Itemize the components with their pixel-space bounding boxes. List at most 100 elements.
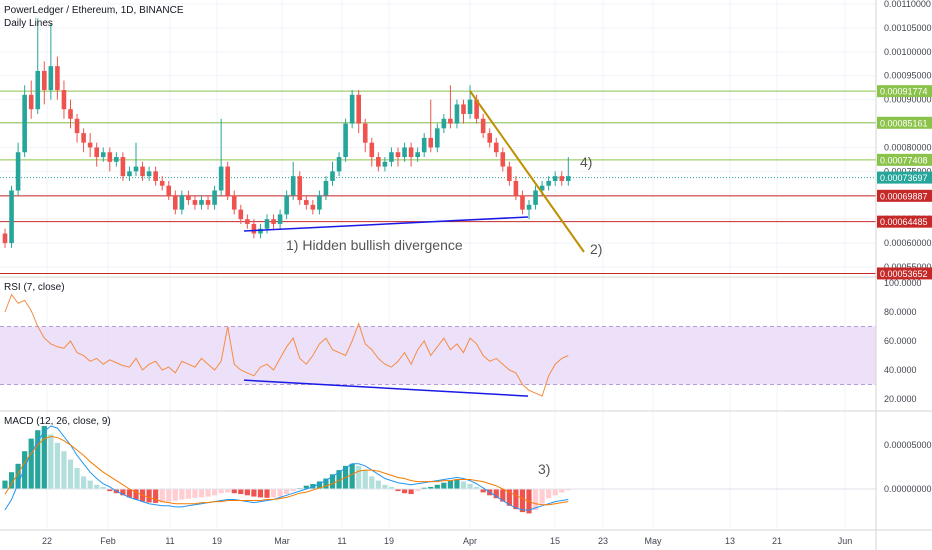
macd-histogram-bar — [120, 489, 126, 496]
rsi-band — [0, 326, 876, 385]
rsi-axis[interactable]: 100.0000 80.0000 60.0000 40.0000 20.0000 — [884, 278, 922, 404]
macd-histogram-bar — [480, 489, 486, 493]
price-tick-label: 0.00090000 — [884, 95, 932, 105]
candle-body — [415, 152, 420, 158]
macd-histogram-bar — [192, 489, 198, 498]
macd-histogram-bar — [74, 468, 80, 489]
candle-body — [48, 66, 54, 91]
candle-body — [74, 118, 80, 134]
candle-body — [428, 137, 434, 148]
candle-body — [526, 204, 532, 210]
macd-histogram-bar — [166, 489, 172, 502]
time-tick-label: 19 — [384, 536, 394, 546]
candle-body — [238, 209, 244, 220]
time-tick-label: Jun — [838, 536, 853, 546]
macd-histogram-bar — [369, 476, 375, 489]
macd-histogram-bar — [94, 484, 100, 489]
macd-label[interactable]: MACD (12, 26, close, 9) — [4, 416, 111, 427]
time-tick-label: 15 — [550, 536, 560, 546]
candle-body — [133, 166, 139, 172]
candle-body — [559, 176, 565, 181]
macd-histogram-bar — [231, 489, 237, 494]
candle-body — [487, 133, 492, 143]
candle-body — [546, 180, 551, 186]
candle-body — [382, 161, 388, 167]
price-level-value: 0.00064485 — [880, 217, 928, 227]
time-tick-label: 19 — [212, 536, 222, 546]
macd-histogram-bar — [290, 489, 296, 492]
macd-histogram-bar — [179, 489, 185, 500]
macd-histogram-bar — [212, 489, 218, 496]
candle-body — [22, 94, 27, 153]
trend-annotation: 2) — [590, 241, 602, 257]
macd-histogram-bar — [408, 489, 414, 495]
candle-body — [173, 195, 178, 210]
trend-line[interactable] — [469, 90, 585, 253]
divergence-annotation: 1) Hidden bullish divergence — [286, 237, 463, 253]
candle-body — [212, 190, 217, 205]
price-level-tag — [877, 189, 932, 202]
macd-histogram-bar — [41, 426, 47, 489]
macd-tick-label: 0.00005000 — [884, 440, 932, 450]
candle-body — [127, 171, 132, 177]
candle-body — [493, 142, 499, 153]
candle-body — [539, 185, 545, 191]
macd-histogram-bar — [185, 489, 191, 499]
time-tick-label: Mar — [274, 536, 290, 546]
time-tick-label: Feb — [100, 536, 116, 546]
macd-histogram-bar — [87, 480, 93, 489]
price-tick-label: 0.00080000 — [884, 142, 932, 152]
macd-histogram-bar — [2, 480, 8, 489]
candle-body — [480, 118, 486, 134]
price-tick-label: 0.00100000 — [884, 47, 932, 57]
rsi-tick-label: 20.0000 — [884, 394, 917, 404]
macd-axis[interactable]: 0.00005000 0.00000000 — [884, 440, 932, 494]
candle-body — [87, 142, 93, 148]
candle-body — [15, 152, 21, 191]
rsi-line — [4, 293, 569, 397]
candle-body — [245, 219, 250, 224]
candle-body — [205, 200, 211, 205]
candle-body — [68, 109, 73, 119]
price-level-tag — [877, 153, 932, 166]
rsi-divergence-line[interactable] — [243, 379, 529, 397]
candle-body — [28, 94, 34, 110]
candle-body — [520, 195, 525, 210]
rsi-label[interactable]: RSI (7, close) — [4, 282, 65, 293]
macd-histogram-bar — [159, 489, 165, 503]
candle-body — [304, 200, 309, 205]
candle-body — [120, 157, 126, 177]
macd-histogram-bar — [277, 489, 283, 497]
price-axis[interactable]: 0.00110000 0.00105000 0.00100000 0.00095000… — [884, 0, 932, 272]
indicator-label[interactable]: Daily Lines — [4, 18, 53, 29]
macd-histogram-bar — [362, 470, 368, 489]
candle-body — [153, 171, 158, 181]
candle-body — [107, 152, 113, 162]
candle-body — [336, 157, 342, 172]
candle-body — [369, 142, 375, 158]
candle-body — [330, 171, 335, 181]
candle-body — [146, 171, 152, 177]
candle-body — [435, 128, 440, 148]
signal-line — [4, 435, 569, 506]
price-tick-label: 0.00055000 — [884, 262, 932, 272]
macd-histogram-bar — [388, 486, 395, 489]
rsi-tick-label: 40.0000 — [884, 365, 917, 375]
price-tick-label: 0.00075000 — [884, 166, 932, 176]
candle-body — [356, 94, 361, 124]
candle-body — [251, 223, 257, 234]
chart-title[interactable]: PowerLedger / Ethereum, 1D, BINANCE — [4, 5, 184, 16]
candle-body — [199, 200, 204, 205]
candle-body — [533, 190, 538, 205]
macd-histogram — [0, 426, 876, 514]
macd-histogram-bar — [401, 489, 408, 494]
candle-body — [264, 219, 270, 229]
price-divergence-line[interactable] — [243, 216, 529, 232]
macd-histogram-bar — [198, 489, 205, 498]
time-axis[interactable]: 22 Feb 11 19 Mar 11 19 Apr 15 23 May 13 21 Jun — [42, 536, 852, 546]
candle-body — [513, 180, 519, 196]
price-tick-label: 0.00095000 — [884, 71, 932, 81]
candle-body — [323, 180, 329, 196]
candle-body — [140, 166, 145, 177]
